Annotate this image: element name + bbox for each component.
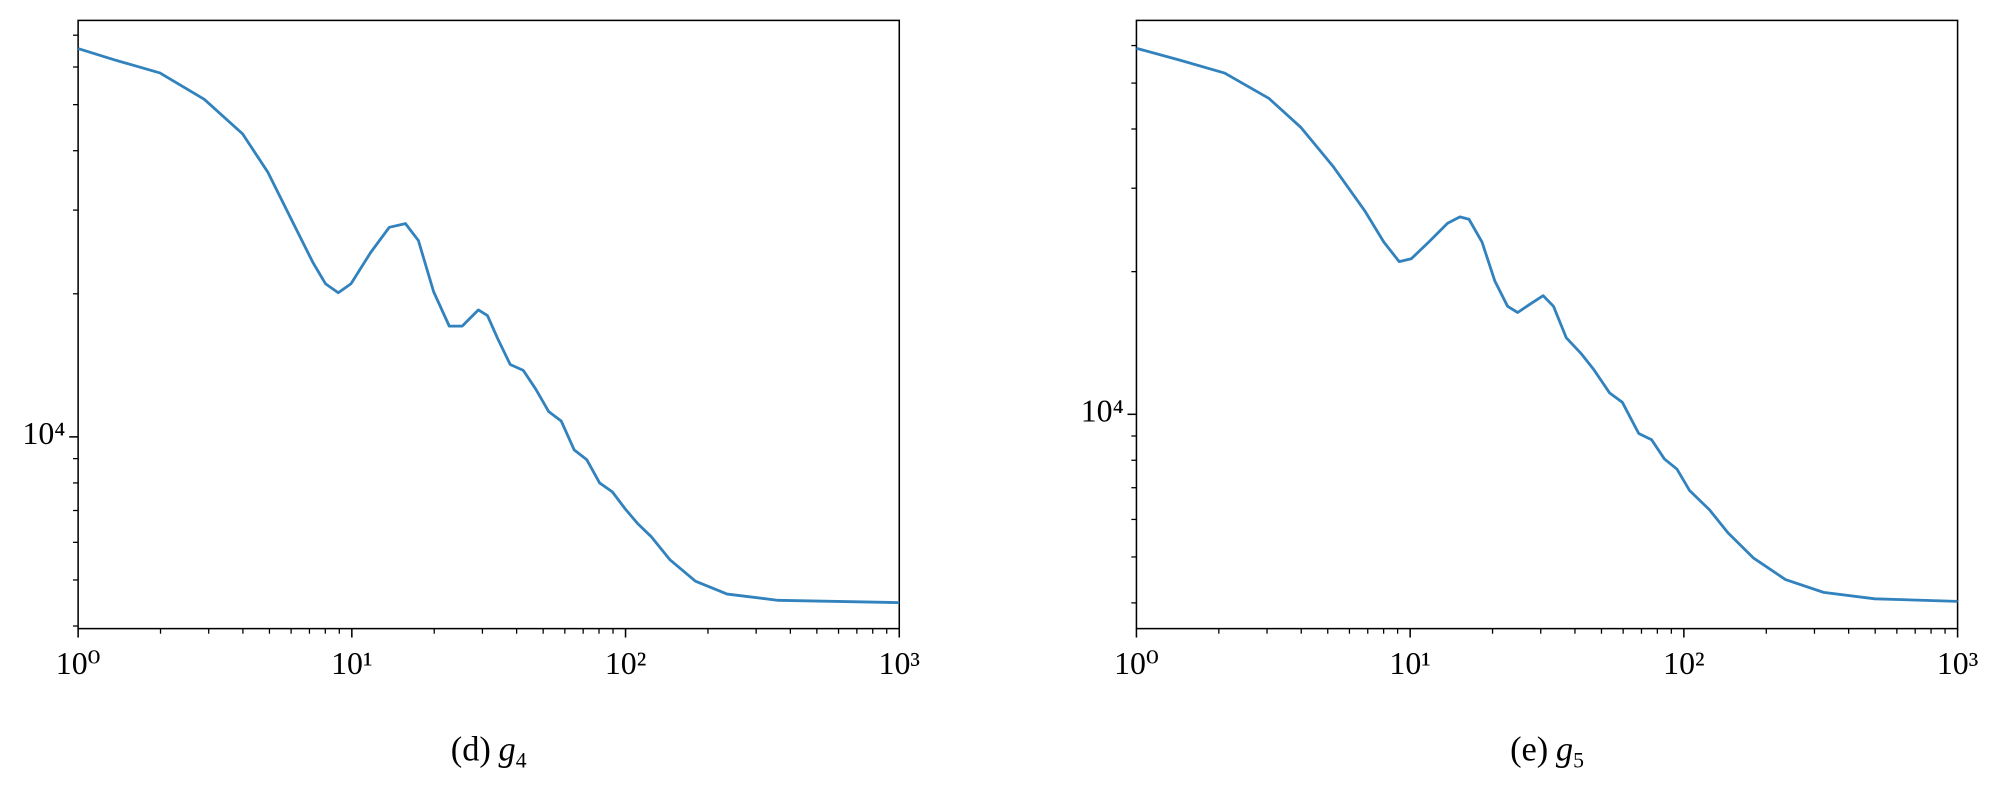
x-tick-label: 10¹ <box>1389 646 1430 681</box>
y-tick-label: 10⁴ <box>1081 394 1124 429</box>
caption-sub: 4 <box>516 748 527 772</box>
caption: (e) g5 <box>1510 730 1584 772</box>
caption-var: g <box>1556 730 1573 768</box>
y-tick-label: 10⁴ <box>22 416 65 451</box>
x-tick-label: 10³ <box>1937 646 1978 681</box>
caption: (d) g4 <box>451 730 527 772</box>
x-tick-label: 10³ <box>879 646 920 681</box>
x-tick-label: 10¹ <box>331 646 372 681</box>
caption-sub: 5 <box>1573 748 1584 772</box>
caption-var: g <box>499 730 516 768</box>
chart: 10⁰ 10¹ 10² 10³ 10⁴ (e) g5 <box>1081 19 1978 772</box>
x-tick-label: 10⁰ <box>56 646 101 681</box>
line-series <box>77 47 900 605</box>
caption-label: (e) <box>1510 730 1548 768</box>
x-tick-label: 10² <box>1663 646 1704 681</box>
line-series <box>1136 46 1958 603</box>
caption-label: (d) <box>451 730 491 768</box>
plot-frame <box>1135 19 1959 630</box>
x-tick-label: 10² <box>605 646 646 681</box>
x-tick-label: 10⁰ <box>1114 646 1159 681</box>
chart: 10⁰ 10¹ 10² 10³ 10⁴ (d) g4 <box>22 19 920 772</box>
plot-frame <box>77 19 901 630</box>
